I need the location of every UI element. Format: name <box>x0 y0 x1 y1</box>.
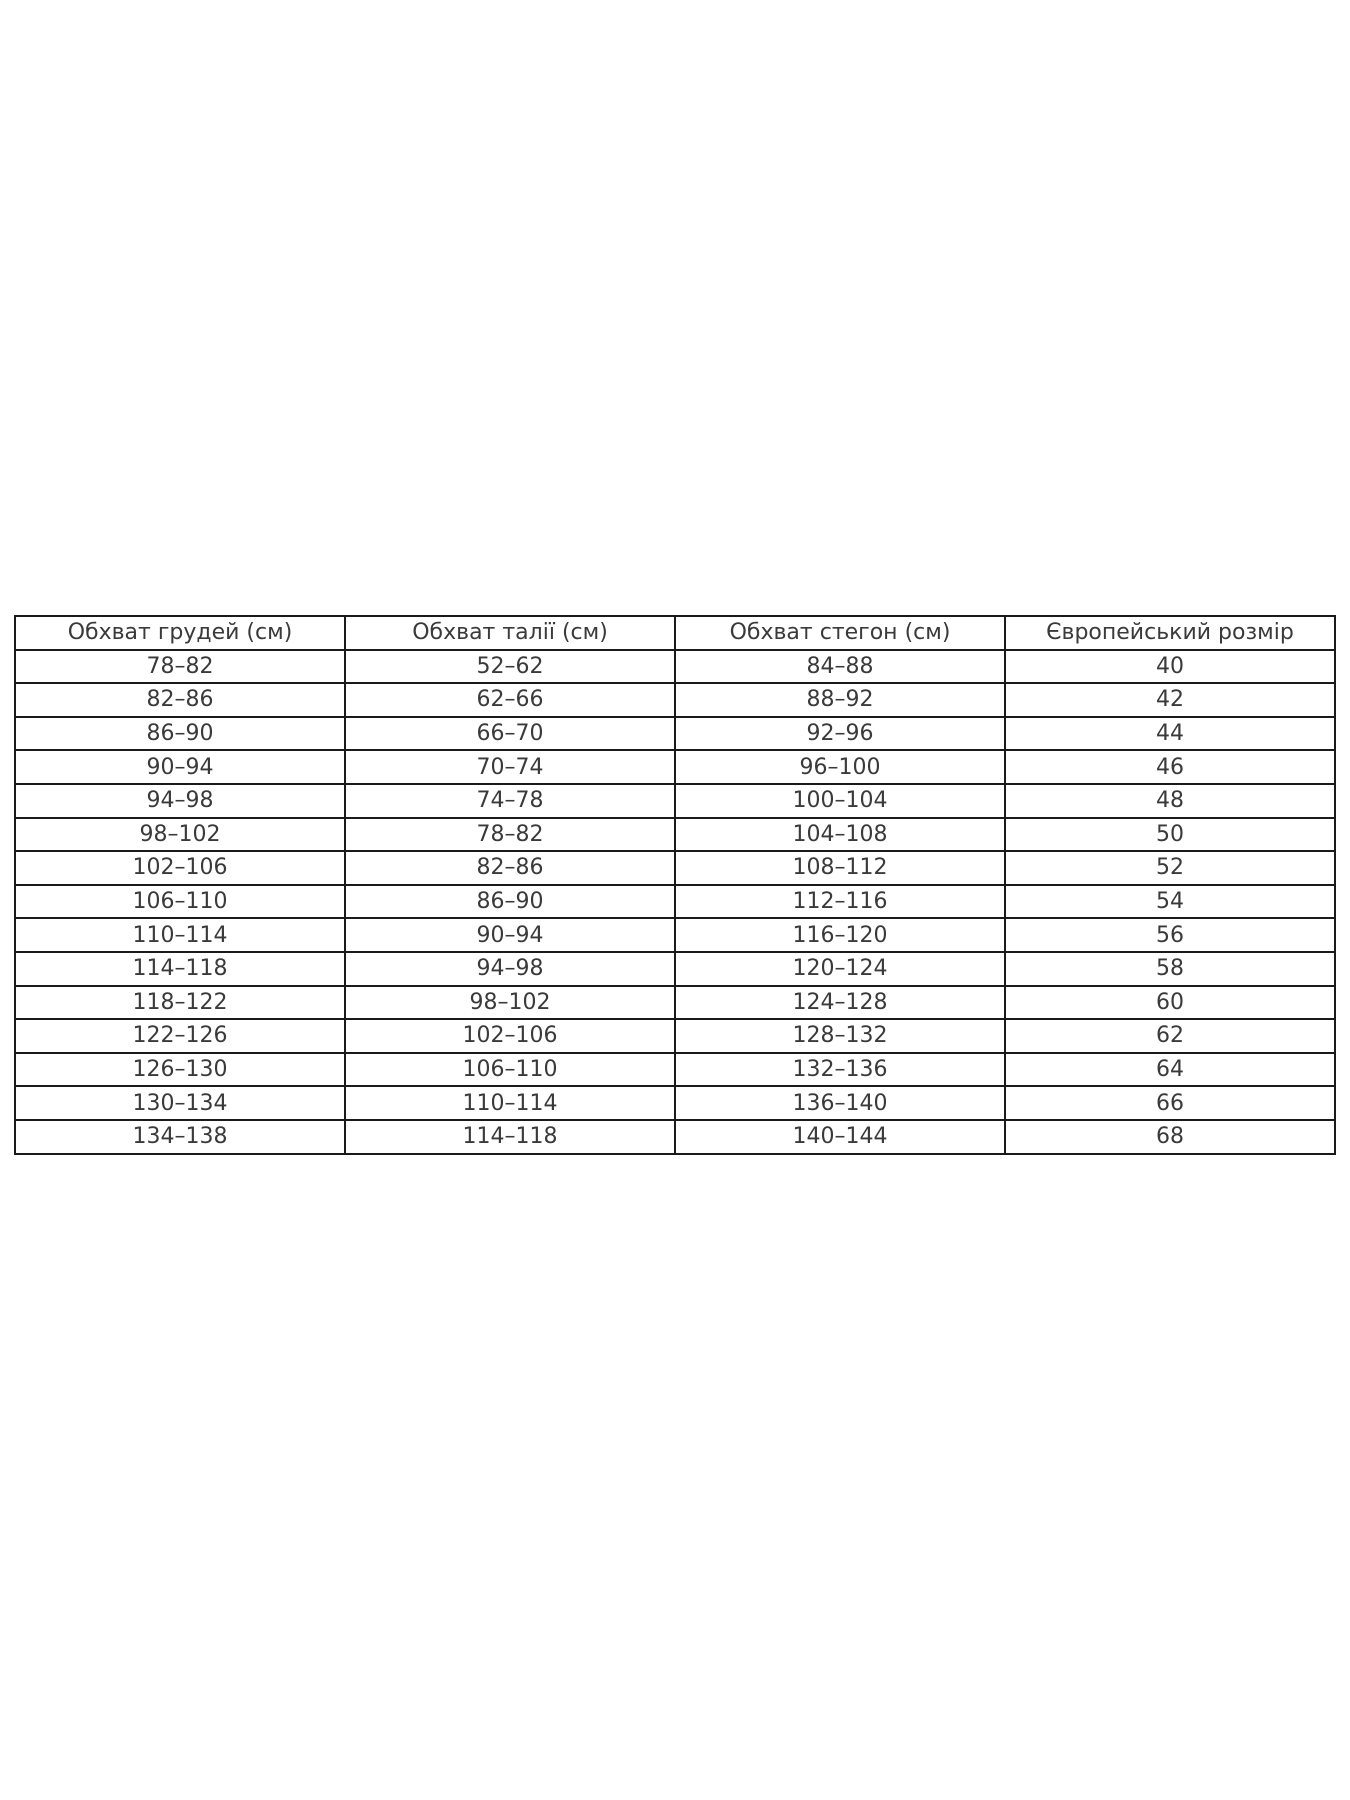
header-row: Обхват грудей (см) Обхват талії (см) Обхва… <box>14 615 1336 651</box>
table-cell: 96–100 <box>674 749 1006 785</box>
table-cell: 62–66 <box>344 682 676 718</box>
table-cell: 94–98 <box>344 950 676 987</box>
table-cell: 114–118 <box>14 950 346 987</box>
table-row: 122–126 102–106 128–132 62 <box>14 1018 1336 1054</box>
table-row: 102–106 82–86 108–112 52 <box>14 850 1336 886</box>
size-chart-table: Обхват грудей (см) Обхват талії (см) Обхва… <box>14 615 1336 1155</box>
table-row: 90–94 70–74 96–100 46 <box>14 749 1336 785</box>
table-cell: 90–94 <box>14 749 346 785</box>
column-header: Обхват грудей (см) <box>14 615 346 651</box>
table-row: 130–134 110–114 136–140 66 <box>14 1085 1336 1121</box>
table-cell: 68 <box>1004 1118 1336 1155</box>
table-row: 106–110 86–90 112–116 54 <box>14 883 1336 920</box>
table-cell: 78–82 <box>14 648 346 685</box>
table-cell: 66 <box>1004 1085 1336 1121</box>
table-cell: 64 <box>1004 1051 1336 1088</box>
table-cell: 66–70 <box>344 715 676 752</box>
table-cell: 110–114 <box>344 1085 676 1121</box>
table-cell: 40 <box>1004 648 1336 685</box>
table-cell: 88–92 <box>674 682 1006 718</box>
table-cell: 78–82 <box>344 816 676 853</box>
table-cell: 52–62 <box>344 648 676 685</box>
table-row: 126–130 106–110 132–136 64 <box>14 1051 1336 1088</box>
table-cell: 130–134 <box>14 1085 346 1121</box>
table-cell: 46 <box>1004 749 1336 785</box>
table-cell: 94–98 <box>14 782 346 819</box>
table-cell: 100–104 <box>674 782 1006 819</box>
table-cell: 82–86 <box>14 682 346 718</box>
table-cell: 108–112 <box>674 850 1006 886</box>
table-cell: 128–132 <box>674 1018 1006 1054</box>
table-cell: 112–116 <box>674 883 1006 920</box>
table-cell: 116–120 <box>674 917 1006 953</box>
table-cell: 106–110 <box>14 883 346 920</box>
table-cell: 106–110 <box>344 1051 676 1088</box>
table-cell: 110–114 <box>14 917 346 953</box>
table-row: 134–138 114–118 140–144 68 <box>14 1118 1336 1155</box>
table-cell: 102–106 <box>14 850 346 886</box>
table-cell: 54 <box>1004 883 1336 920</box>
table-cell: 60 <box>1004 984 1336 1021</box>
table-cell: 50 <box>1004 816 1336 853</box>
table-cell: 70–74 <box>344 749 676 785</box>
table-cell: 134–138 <box>14 1118 346 1155</box>
table-cell: 86–90 <box>344 883 676 920</box>
table-cell: 114–118 <box>344 1118 676 1155</box>
table-cell: 48 <box>1004 782 1336 819</box>
table-cell: 56 <box>1004 917 1336 953</box>
table-cell: 120–124 <box>674 950 1006 987</box>
table-cell: 98–102 <box>14 816 346 853</box>
table-cell: 132–136 <box>674 1051 1006 1088</box>
column-header: Обхват стегон (см) <box>674 615 1006 651</box>
table-row: 110–114 90–94 116–120 56 <box>14 917 1336 953</box>
table-cell: 86–90 <box>14 715 346 752</box>
table-cell: 42 <box>1004 682 1336 718</box>
table-cell: 82–86 <box>344 850 676 886</box>
table-cell: 92–96 <box>674 715 1006 752</box>
table-cell: 44 <box>1004 715 1336 752</box>
table-cell: 124–128 <box>674 984 1006 1021</box>
table-row: 114–118 94–98 120–124 58 <box>14 950 1336 987</box>
table-cell: 102–106 <box>344 1018 676 1054</box>
table-row: 82–86 62–66 88–92 42 <box>14 682 1336 718</box>
table-cell: 98–102 <box>344 984 676 1021</box>
table-row: 78–82 52–62 84–88 40 <box>14 648 1336 685</box>
table-cell: 52 <box>1004 850 1336 886</box>
table-cell: 104–108 <box>674 816 1006 853</box>
table-row: 94–98 74–78 100–104 48 <box>14 782 1336 819</box>
table-cell: 122–126 <box>14 1018 346 1054</box>
table-row: 86–90 66–70 92–96 44 <box>14 715 1336 752</box>
column-header: Європейський розмір <box>1004 615 1336 651</box>
table-cell: 140–144 <box>674 1118 1006 1155</box>
table-cell: 84–88 <box>674 648 1006 685</box>
table-cell: 58 <box>1004 950 1336 987</box>
column-header: Обхват талії (см) <box>344 615 676 651</box>
table-cell: 90–94 <box>344 917 676 953</box>
table-cell: 126–130 <box>14 1051 346 1088</box>
table-row: 118–122 98–102 124–128 60 <box>14 984 1336 1021</box>
table-cell: 118–122 <box>14 984 346 1021</box>
table-cell: 74–78 <box>344 782 676 819</box>
table-cell: 62 <box>1004 1018 1336 1054</box>
table-cell: 136–140 <box>674 1085 1006 1121</box>
table-row: 98–102 78–82 104–108 50 <box>14 816 1336 853</box>
